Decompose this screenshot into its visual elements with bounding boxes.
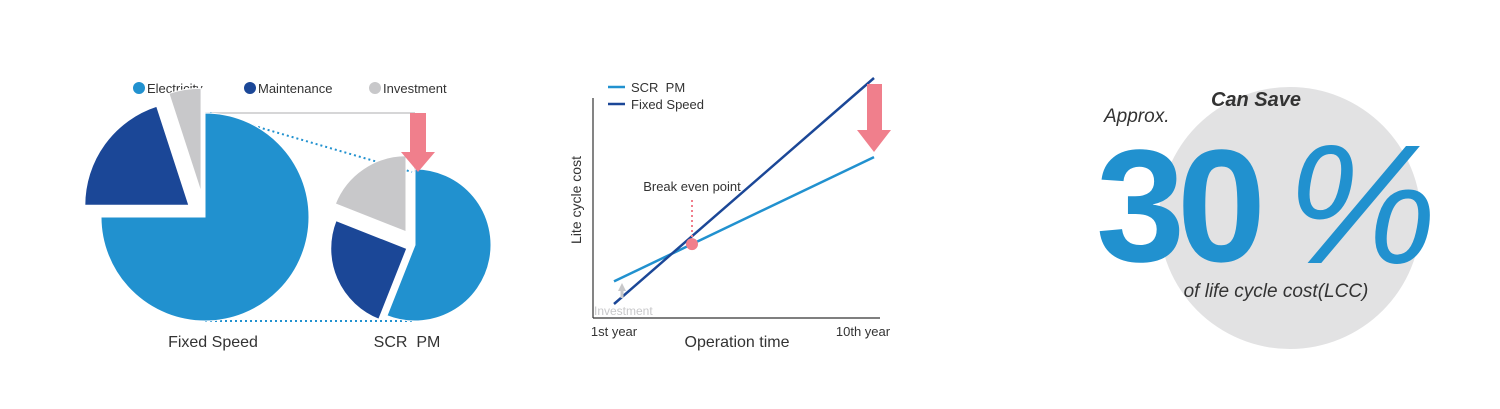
reduction-arrow-line bbox=[857, 84, 891, 152]
legend-dot-electricity bbox=[133, 82, 145, 94]
break-even-marker bbox=[686, 238, 698, 251]
line-legend: SCR PM Fixed Speed bbox=[608, 80, 704, 112]
legend-item-investment: Investment bbox=[369, 81, 447, 96]
y-axis-label: Lite cycle cost bbox=[568, 156, 584, 244]
legend-label-fixed-speed: Fixed Speed bbox=[631, 97, 704, 112]
savings-percent-sign: % bbox=[1286, 110, 1437, 300]
pie-scr-pm bbox=[330, 155, 492, 322]
savings-badge: Can Save Approx. 30 % of life cycle cost… bbox=[1096, 87, 1437, 349]
pie-panel: Electricity Maintenance Investment Fixed… bbox=[84, 81, 492, 351]
savings-approx-label: Approx. bbox=[1103, 106, 1169, 127]
series-line-scr-pm bbox=[613, 155, 875, 283]
savings-circle bbox=[1159, 87, 1421, 349]
savings-bottom-label: of life cycle cost(LCC) bbox=[1184, 281, 1369, 302]
series-line-fixed-speed bbox=[613, 77, 875, 305]
legend-label-maintenance: Maintenance bbox=[258, 81, 332, 96]
pie-slice-maintenance bbox=[330, 219, 408, 320]
pie-slice-investment bbox=[334, 155, 407, 233]
reduction-arrow-pie bbox=[401, 113, 435, 172]
investment-label: Investment bbox=[594, 304, 653, 318]
legend-item-maintenance: Maintenance bbox=[244, 81, 332, 96]
pie-fixed-speed bbox=[84, 87, 310, 322]
x-tick-label-last: 10th year bbox=[836, 324, 891, 339]
pie-slice-maintenance bbox=[84, 105, 190, 206]
break-even-label: Break even point bbox=[643, 179, 741, 194]
pie-slice-electricity bbox=[100, 112, 310, 322]
legend-label-scr-pm: SCR PM bbox=[631, 80, 685, 95]
legend-dot-maintenance bbox=[244, 82, 256, 94]
x-axis-label: Operation time bbox=[685, 334, 790, 351]
pie-label-scr-pm: SCR PM bbox=[374, 334, 441, 351]
legend-dot-investment bbox=[369, 82, 381, 94]
legend-label-investment: Investment bbox=[383, 81, 447, 96]
pie-slice-electricity bbox=[386, 168, 492, 322]
x-tick-label-first: 1st year bbox=[591, 324, 638, 339]
pie-slice-investment bbox=[168, 87, 202, 193]
savings-value: 30 bbox=[1096, 116, 1260, 295]
pie-label-fixed-speed: Fixed Speed bbox=[168, 334, 258, 351]
savings-top-label: Can Save bbox=[1211, 89, 1301, 111]
line-panel: SCR PM Fixed Speed Lite cycle cost Opera… bbox=[568, 77, 891, 351]
